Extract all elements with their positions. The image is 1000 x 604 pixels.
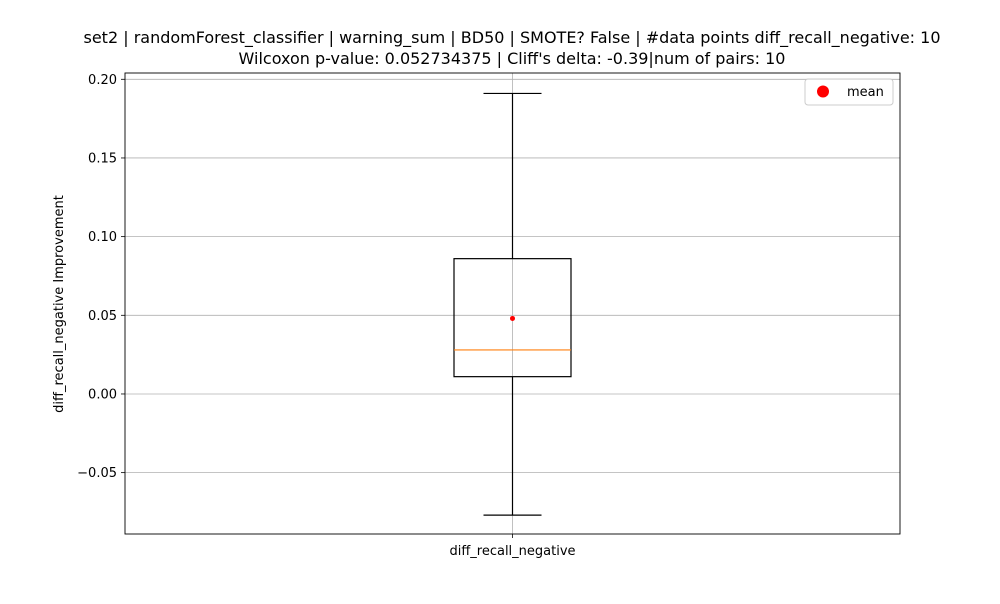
legend-mean-label: mean xyxy=(847,85,884,100)
y-tick-label: 0.15 xyxy=(88,151,117,166)
y-tick-label: 0.20 xyxy=(88,73,117,88)
x-tick-label: diff_recall_negative xyxy=(449,544,575,559)
y-tick-label: −0.05 xyxy=(77,466,117,481)
y-tick-label: 0.10 xyxy=(88,230,117,245)
mean-marker xyxy=(510,315,515,321)
chart-title-line-1: set2 | randomForest_classifier | warning… xyxy=(84,28,941,48)
legend-mean-marker xyxy=(817,85,829,98)
axes: 0.20 0.15 0.10 0.05 0.00 −0.05 diff_recall_neg… xyxy=(77,72,901,559)
interquartile-box xyxy=(453,258,572,378)
legend: mean xyxy=(804,78,894,106)
plot-elements xyxy=(453,92,572,516)
y-axis-label: diff_recall_negative Improvement xyxy=(52,195,67,413)
legend-frame xyxy=(804,78,894,106)
y-tick-label: 0.00 xyxy=(88,387,117,402)
y-tick-label: 0.05 xyxy=(88,309,117,324)
chart-title-line-2: Wilcoxon p-value: 0.052734375 | Cliff's … xyxy=(239,49,786,68)
